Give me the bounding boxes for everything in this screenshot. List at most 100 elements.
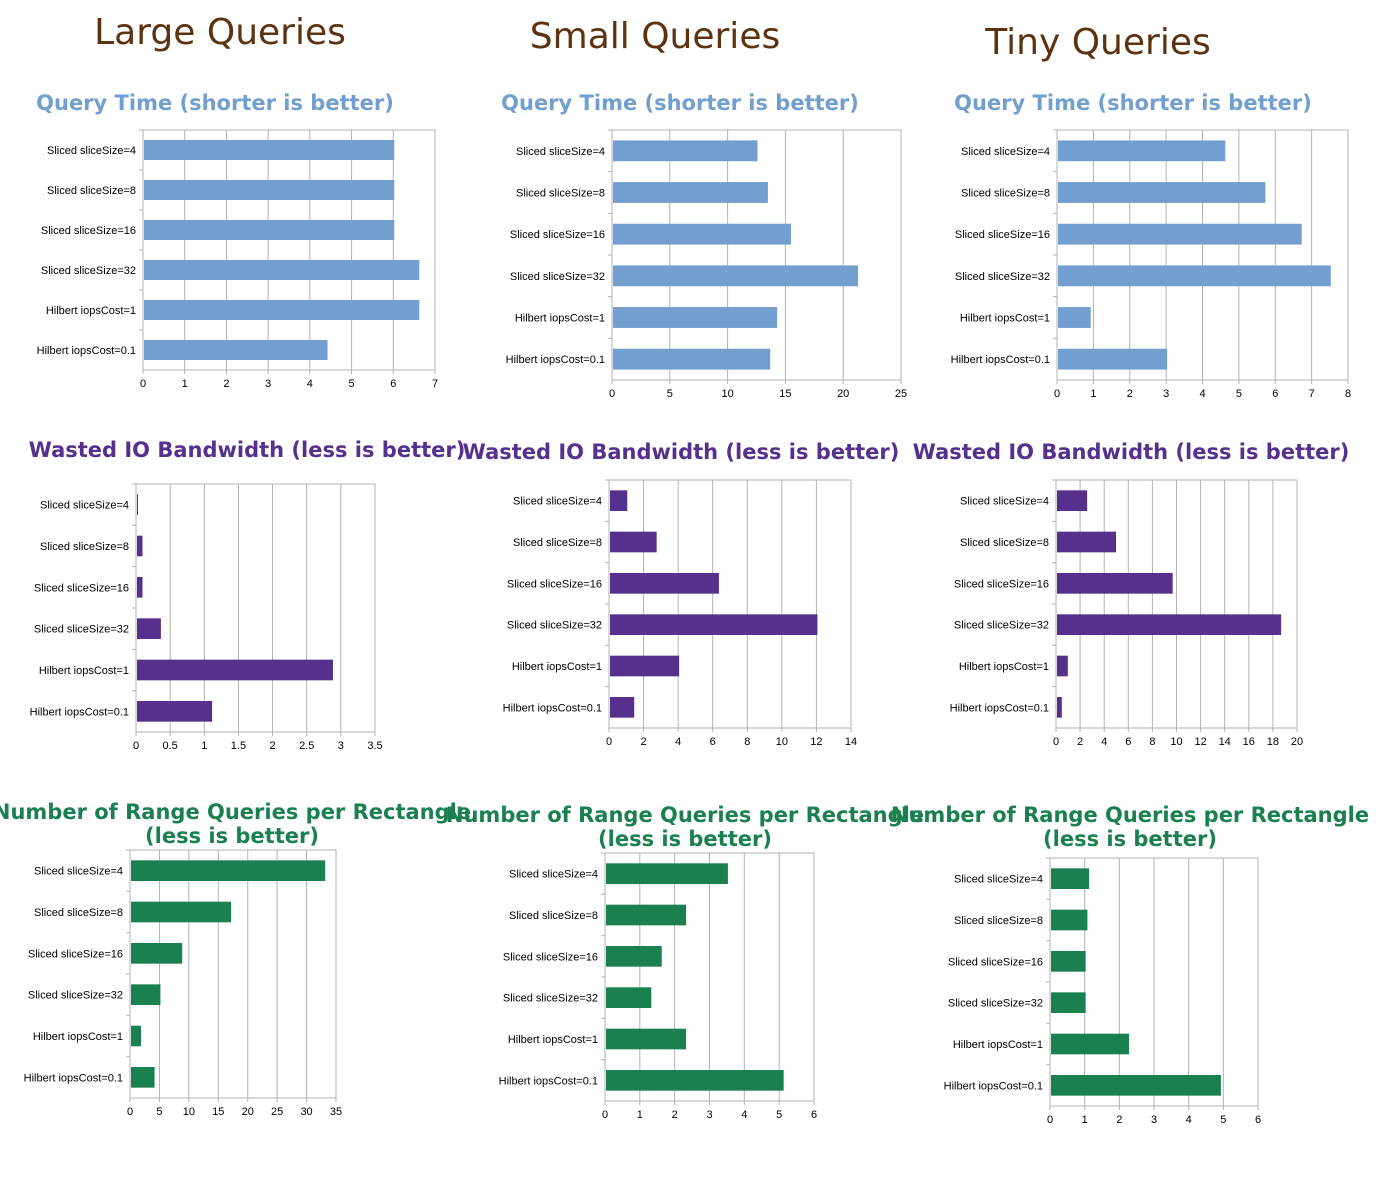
tick-label: 8: [1149, 736, 1155, 748]
tick-label: 5: [1236, 388, 1242, 400]
category-label: Sliced sliceSize=4: [513, 496, 602, 508]
tick-label: 1: [637, 1109, 643, 1121]
tick-label: 2: [1077, 736, 1083, 748]
category-label: Sliced sliceSize=16: [41, 225, 136, 237]
category-label: Sliced sliceSize=8: [34, 907, 123, 919]
bar: [1051, 909, 1088, 931]
column-title-small: Small Queries: [529, 16, 781, 57]
tick-label: 6: [1125, 736, 1131, 748]
bar: [131, 943, 183, 964]
category-label: Sliced sliceSize=16: [34, 582, 129, 594]
bar: [1058, 307, 1091, 328]
tick-label: 2: [223, 378, 229, 390]
category-label: Sliced sliceSize=32: [510, 271, 605, 283]
tick-label: 1.5: [231, 740, 246, 752]
bar: [606, 987, 652, 1008]
tick-label: 8: [1345, 388, 1351, 400]
bar: [1057, 490, 1088, 511]
bar: [1051, 951, 1086, 972]
chart-title: (less is better): [1043, 827, 1217, 851]
bar: [144, 220, 395, 240]
tick-label: 0: [1053, 736, 1059, 748]
tick-label: 0.5: [162, 740, 177, 752]
tick-label: 3: [338, 740, 344, 752]
bar: [1058, 348, 1168, 370]
tick-label: 4: [307, 378, 313, 390]
tick-label: 15: [212, 1106, 224, 1118]
category-label: Hilbert iopsCost=0.1: [499, 1075, 598, 1087]
chart-tiny-wasted-io: Wasted IO Bandwidth (less is better) 0 2 4 6…: [913, 440, 1350, 748]
bar: [1058, 265, 1331, 287]
chart-title: Query Time (shorter is better): [501, 91, 859, 115]
chart-large-range-queries: Number of Range Queries per Rectangle(le…: [0, 800, 471, 1118]
bar: [144, 300, 420, 320]
tick-label: 0: [140, 378, 146, 390]
tick-label: 20: [837, 388, 849, 400]
category-label: Sliced sliceSize=16: [955, 229, 1050, 241]
plot-frame: [608, 479, 852, 729]
chart-title: Number of Range Queries per Rectangle: [446, 803, 924, 827]
bar: [1058, 182, 1266, 203]
plot-frame: [129, 849, 337, 1099]
category-label: Sliced sliceSize=8: [960, 537, 1049, 549]
bar: [1058, 140, 1226, 162]
bar: [1051, 1033, 1129, 1055]
category-label: Sliced sliceSize=4: [961, 146, 1050, 158]
category-label: Hilbert iopsCost=0.1: [30, 706, 129, 718]
tick-label: 1: [1090, 388, 1096, 400]
category-label: Sliced sliceSize=16: [28, 948, 123, 960]
category-label: Hilbert iopsCost=0.1: [503, 702, 602, 714]
bar: [137, 535, 143, 557]
tick-label: 0: [606, 736, 612, 748]
tick-label: 4: [675, 736, 681, 748]
bar: [606, 863, 728, 884]
category-label: Sliced sliceSize=8: [40, 541, 129, 553]
chart-title: (less is better): [598, 827, 772, 851]
bar: [1057, 655, 1068, 677]
category-label: Hilbert iopsCost=0.1: [24, 1072, 123, 1084]
tick-label: 4: [1199, 388, 1205, 400]
chart-title: Wasted IO Bandwidth (less is better): [29, 438, 466, 462]
chart-small-range-queries: Number of Range Queries per Rectangle(le…: [446, 803, 924, 1121]
tick-label: 6: [390, 378, 396, 390]
bar: [137, 618, 161, 639]
bar: [1057, 531, 1117, 553]
bar: [131, 984, 161, 1005]
chart-small-wasted-io: Wasted IO Bandwidth (less is better) 0 2 4 6…: [463, 440, 900, 748]
category-label: Hilbert iopsCost=0.1: [944, 1080, 1043, 1092]
tick-label: 14: [845, 736, 857, 748]
chart-small-query-time: Query Time (shorter is better) 0 5 10 15 20 25…: [501, 91, 907, 400]
chart-title: Query Time (shorter is better): [954, 91, 1312, 115]
category-label: Sliced sliceSize=16: [948, 956, 1043, 968]
bar: [1051, 992, 1086, 1013]
category-label: Sliced sliceSize=8: [954, 915, 1043, 927]
tick-label: 0: [602, 1109, 608, 1121]
tick-label: 6: [811, 1109, 817, 1121]
category-label: Sliced sliceSize=32: [41, 265, 136, 277]
category-label: Hilbert iopsCost=1: [959, 661, 1049, 673]
bar: [137, 577, 143, 598]
tick-label: 7: [1309, 388, 1315, 400]
bar: [1057, 573, 1173, 594]
bar: [610, 490, 628, 511]
plot-frame: [142, 129, 436, 371]
bar: [131, 1067, 155, 1088]
bar: [613, 265, 859, 287]
tick-label: 3.5: [367, 740, 382, 752]
tick-label: 4: [1186, 1114, 1192, 1126]
tick-label: 25: [271, 1106, 283, 1118]
tick-label: 3: [265, 378, 271, 390]
tick-label: 7: [432, 378, 438, 390]
category-label: Sliced sliceSize=16: [510, 229, 605, 241]
tick-label: 10: [721, 388, 733, 400]
bar: [1051, 1075, 1221, 1096]
category-label: Sliced sliceSize=4: [960, 496, 1049, 508]
category-label: Sliced sliceSize=16: [954, 578, 1049, 590]
tick-label: 0: [609, 388, 615, 400]
bar: [137, 494, 138, 515]
bar: [613, 223, 792, 245]
category-label: Sliced sliceSize=32: [503, 993, 598, 1005]
bar: [606, 1028, 687, 1050]
tick-label: 35: [330, 1106, 342, 1118]
tick-label: 16: [1243, 736, 1255, 748]
